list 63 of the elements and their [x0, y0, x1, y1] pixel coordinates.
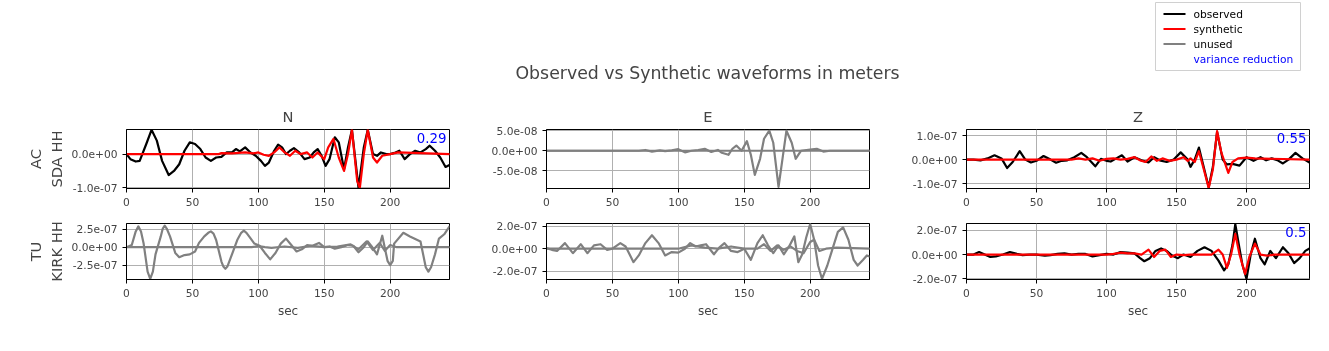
y-tick-label: 0.0e+00 — [911, 248, 958, 262]
x-tick-label: 150 — [734, 286, 755, 300]
y-tick-label: 1.0e-07 — [916, 129, 958, 143]
y-tick-label: -1.0e-07 — [72, 181, 118, 195]
y-tick-label: -2.5e-07 — [72, 259, 118, 273]
x-tick-label: 0 — [123, 286, 131, 300]
y-tick-label: -5.0e-08 — [492, 164, 538, 178]
annotation: 0.5 — [1285, 224, 1307, 240]
x-tick-label: 200 — [800, 286, 821, 300]
x-axis-title: sec — [277, 303, 299, 318]
y-tick-label: 0.0e+00 — [71, 148, 118, 162]
text: Observed vs Synthetic waveforms in meters — [515, 62, 900, 83]
x-axis-title: sec — [697, 303, 719, 318]
x-tick-label: 0 — [963, 286, 971, 300]
y-tick-label: 2.0e-07 — [496, 220, 538, 234]
x-tick-label: 200 — [800, 195, 821, 209]
annotation: 0.29 — [416, 130, 447, 146]
x-tick-label: 150 — [314, 195, 335, 209]
legend-label: observed — [1193, 7, 1243, 21]
y-tick-label: -2.0e-07 — [912, 272, 958, 286]
chart-subtitle: E — [703, 107, 713, 125]
x-tick-label: 50 — [605, 195, 620, 209]
y-axis-title: TU KIRK HH — [27, 221, 65, 282]
legend-title: variance reduction — [1193, 52, 1294, 66]
x-tick-label: 150 — [1166, 286, 1187, 300]
y-tick-label: -1.0e-07 — [912, 177, 958, 191]
y-tick-label: -2.0e-07 — [492, 265, 538, 279]
x-tick-label: 100 — [1096, 195, 1117, 209]
x-tick-label: 200 — [380, 286, 401, 300]
y-tick-label: 0.0e+00 — [911, 153, 958, 167]
annotation: 0.55 — [1276, 130, 1307, 146]
x-tick-label: 0 — [543, 195, 551, 209]
x-tick-label: 50 — [1029, 195, 1044, 209]
x-tick-label: 100 — [668, 195, 689, 209]
x-tick-label: 50 — [185, 195, 200, 209]
x-tick-label: 150 — [1166, 195, 1187, 209]
x-tick-label: 100 — [248, 286, 269, 300]
x-tick-label: 200 — [380, 195, 401, 209]
chart-subtitle: Z — [1132, 107, 1144, 125]
x-tick-label: 50 — [185, 286, 200, 300]
x-tick-label: 150 — [314, 286, 335, 300]
x-tick-label: 100 — [248, 195, 269, 209]
legend-label: synthetic — [1193, 22, 1243, 36]
y-tick-label: 0.0e+00 — [491, 242, 538, 256]
x-tick-label: 0 — [123, 195, 131, 209]
y-tick-label: 2.0e-07 — [916, 224, 958, 238]
y-tick-label: 2.5e-07 — [76, 223, 118, 237]
y-tick-label: 0.0e+00 — [491, 144, 538, 158]
legend-label: unused — [1193, 37, 1233, 51]
x-tick-label: 50 — [605, 286, 620, 300]
x-tick-label: 0 — [963, 195, 971, 209]
x-tick-label: 200 — [1236, 195, 1257, 209]
x-tick-label: 100 — [668, 286, 689, 300]
x-tick-label: 50 — [1029, 286, 1044, 300]
x-tick-label: 150 — [734, 195, 755, 209]
x-tick-label: 100 — [1096, 286, 1117, 300]
x-tick-label: 200 — [1236, 286, 1257, 300]
chart-subtitle: N — [282, 107, 294, 125]
x-tick-label: 0 — [543, 286, 551, 300]
y-tick-label: 0.0e+00 — [71, 241, 118, 255]
x-axis-title: sec — [1127, 303, 1149, 318]
y-tick-label: 5.0e-08 — [496, 124, 538, 138]
y-axis-title: AC SDA HH — [27, 130, 65, 188]
